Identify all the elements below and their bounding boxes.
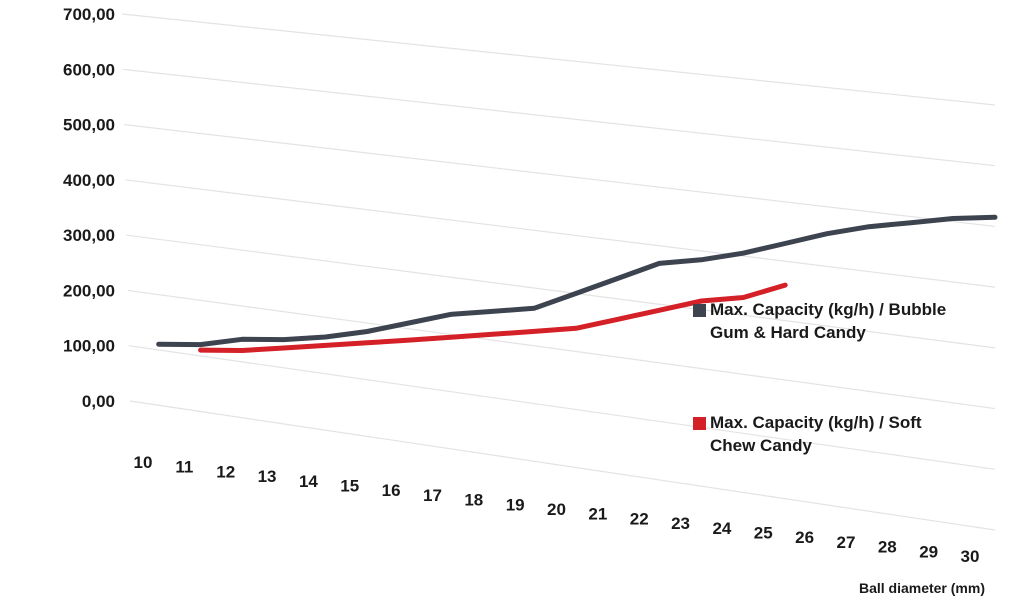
y-tick-label: 400,00 xyxy=(63,171,115,190)
x-tick-label: 19 xyxy=(506,495,525,514)
legend-swatch-1 xyxy=(693,304,706,317)
x-tick-label: 20 xyxy=(547,500,566,519)
x-tick-label: 25 xyxy=(754,524,773,543)
x-tick-label: 28 xyxy=(878,538,897,557)
gridline xyxy=(125,179,996,288)
series-lines xyxy=(156,214,998,353)
legend-swatch-2 xyxy=(693,417,706,430)
y-tick-label: 200,00 xyxy=(63,281,115,300)
x-tick-label: 13 xyxy=(258,467,277,486)
gridline xyxy=(124,123,996,228)
x-tick-label: 24 xyxy=(712,519,731,538)
gridline xyxy=(121,13,996,106)
x-axis-ticks: 10 11 12 13 14 15 16 17 18 19 20 21 22 23 24 25 26 27 28 29… xyxy=(134,453,980,566)
legend: Max. Capacity (kg/h) / Bubble Gum & Hard … xyxy=(693,300,946,455)
y-axis-ticks: 0,00 100,00 200,00 300,00 400,00 500,00 600,00… xyxy=(63,5,115,411)
x-axis-label: Ball diameter (mm) xyxy=(859,580,985,596)
gridline xyxy=(126,234,996,349)
x-tick-label: 29 xyxy=(919,542,938,561)
y-tick-label: 500,00 xyxy=(63,116,115,135)
x-tick-label: 27 xyxy=(836,533,855,552)
x-tick-label: 26 xyxy=(795,528,814,547)
y-tick-label: 100,00 xyxy=(63,337,115,356)
y-tick-label: 0,00 xyxy=(82,392,115,411)
gridline xyxy=(127,289,996,410)
gridline xyxy=(129,400,996,531)
y-tick-label: 600,00 xyxy=(63,60,115,79)
x-tick-label: 23 xyxy=(671,514,690,533)
gridlines xyxy=(121,13,996,531)
x-tick-label: 16 xyxy=(382,481,401,500)
x-tick-label: 30 xyxy=(961,547,980,566)
legend-label-2: Chew Candy xyxy=(710,436,813,455)
gridline xyxy=(128,345,996,470)
legend-label-1: Gum & Hard Candy xyxy=(710,323,866,342)
x-tick-label: 12 xyxy=(216,462,235,481)
x-tick-label: 22 xyxy=(630,509,649,528)
x-tick-label: 17 xyxy=(423,486,442,505)
series-line-2 xyxy=(198,282,788,353)
x-tick-label: 10 xyxy=(134,453,153,472)
x-tick-label: 11 xyxy=(175,458,193,477)
legend-label-1: Max. Capacity (kg/h) / Bubble xyxy=(710,300,946,319)
x-tick-label: 14 xyxy=(299,472,318,491)
y-tick-label: 700,00 xyxy=(63,5,115,24)
x-tick-label: 21 xyxy=(588,505,607,524)
x-tick-label: 15 xyxy=(340,477,359,496)
gridline xyxy=(123,68,996,167)
series-line-1 xyxy=(156,214,998,348)
x-tick-label: 18 xyxy=(464,491,483,510)
y-tick-label: 300,00 xyxy=(63,226,115,245)
legend-label-2: Max. Capacity (kg/h) / Soft xyxy=(710,413,922,432)
